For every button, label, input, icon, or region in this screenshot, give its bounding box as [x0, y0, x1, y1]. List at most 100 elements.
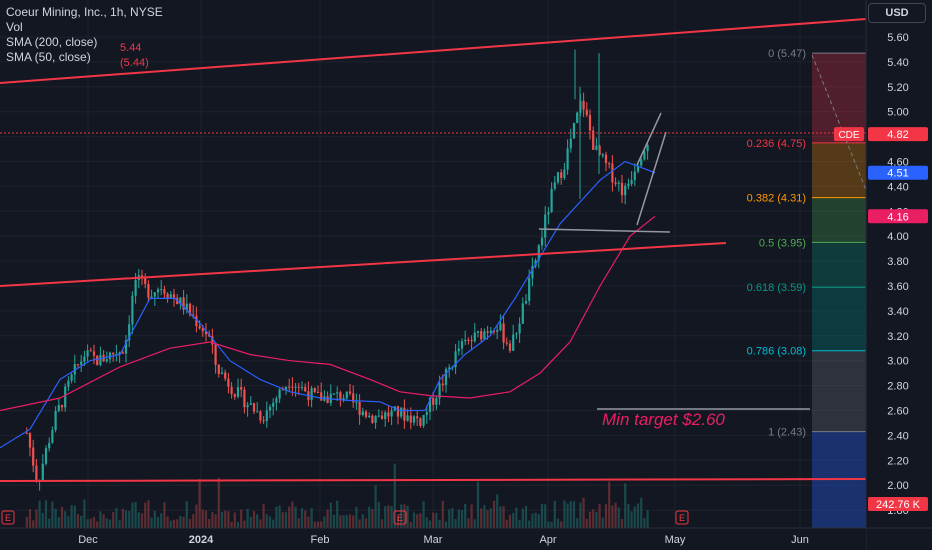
volume-bar [588, 511, 592, 528]
candle-body [467, 339, 470, 341]
fib-label: 1 (2.43) [768, 427, 806, 439]
candle-body [108, 352, 112, 360]
candle-body [396, 406, 400, 417]
volume-bar [441, 500, 444, 528]
volume-bar [582, 497, 585, 528]
candle-body [185, 303, 188, 310]
volume-bar [460, 510, 464, 528]
candle-body [524, 301, 528, 304]
indicator-volume[interactable]: Vol [6, 20, 23, 34]
y-tick-label: 3.20 [887, 331, 908, 343]
candle-body [566, 148, 569, 170]
sma50-badge: 4.51 [887, 168, 908, 180]
symbol-title[interactable]: Coeur Mining, Inc., 1h, NYSE [6, 5, 163, 19]
candle-body [473, 332, 476, 342]
candle-body [153, 292, 156, 297]
volume-bar [457, 509, 460, 528]
volume-bar [124, 510, 128, 528]
sma200-badge-bg [868, 209, 928, 224]
volume-bar [268, 516, 272, 528]
volume-bar [227, 511, 230, 528]
candle-body [582, 100, 585, 110]
candle-body [336, 392, 339, 394]
volume-bar [425, 517, 428, 528]
x-tick-label: Apr [539, 534, 556, 546]
indicator-sma50[interactable]: SMA (50, close) [6, 50, 91, 64]
volume-bar [630, 511, 633, 528]
candle-body [44, 448, 48, 464]
earnings-marker [675, 510, 689, 525]
candle-body [355, 401, 358, 403]
volume-bar [611, 505, 614, 528]
volume-bar [329, 502, 332, 528]
candle-body [352, 393, 355, 403]
fib-label: 0 (5.47) [768, 48, 806, 60]
volume-bar [636, 503, 640, 528]
fibonacci-retracement: 0 (5.47) 0.236 (4.75) 0.382 (4.31) 0.5 (3.9… [747, 48, 867, 528]
sma50-line [0, 160, 656, 449]
volume-bar [380, 519, 384, 528]
y-tick-label: 3.00 [887, 356, 908, 368]
volume-bar [569, 501, 572, 528]
volume-bar [236, 521, 240, 528]
y-tick-label: 2.40 [887, 430, 908, 442]
candle-body [304, 387, 307, 392]
candle-body [166, 293, 169, 298]
volume-bar [160, 513, 163, 528]
x-tick-label: May [665, 534, 686, 546]
volume-bar [92, 516, 96, 528]
candle-body [92, 351, 96, 356]
support-line [0, 478, 867, 482]
volume-bar [464, 503, 467, 528]
y-tick-label: 5.40 [887, 57, 908, 69]
volume-bar [496, 494, 499, 528]
volume-bar [182, 516, 185, 528]
candle-body [124, 340, 128, 354]
volume-bar [412, 512, 416, 528]
volume-bar [137, 512, 140, 528]
candle-body [572, 122, 576, 139]
volume-bar [140, 513, 144, 528]
y-tick-label: 2.00 [887, 480, 908, 492]
volume-bar [406, 505, 409, 528]
candle-body [454, 351, 457, 368]
candle-body [515, 333, 518, 335]
candle-body [310, 388, 313, 401]
candle-body [99, 354, 102, 365]
volume-bar [361, 514, 364, 528]
volume-bar [547, 521, 550, 528]
candle-body [262, 420, 265, 422]
volume-bar [105, 518, 108, 528]
volume-bar [512, 512, 515, 528]
x-tick-label: Jun [791, 534, 809, 546]
volume-bar [316, 521, 320, 528]
candle-body [192, 314, 195, 316]
candle-body [35, 465, 38, 482]
volume-bar [531, 513, 534, 528]
candle-body [553, 182, 556, 189]
candle-body [364, 411, 368, 417]
candle-body [537, 245, 540, 261]
candle-body [291, 386, 294, 388]
candle-body [508, 343, 512, 351]
volume-bar [556, 518, 560, 528]
indicator-sma200[interactable]: SMA (200, close) [6, 35, 98, 49]
volume-bar [499, 506, 502, 528]
candle-body [489, 330, 492, 333]
candle-body [569, 138, 572, 149]
volume-bar [57, 517, 60, 528]
volume-bar [473, 519, 476, 528]
y-tick-label: 3.60 [887, 281, 908, 293]
candle-body [188, 303, 192, 315]
volume-bar [428, 520, 432, 528]
candle-body [236, 387, 240, 397]
candle-body [636, 165, 640, 172]
candle-body [374, 415, 377, 423]
fib-trend-line [811, 54, 867, 191]
candle-body [60, 405, 64, 408]
volume-bar [240, 509, 243, 528]
volume-bar [608, 481, 611, 528]
currency-button[interactable]: USD [868, 3, 926, 23]
volume-bar [54, 508, 57, 528]
